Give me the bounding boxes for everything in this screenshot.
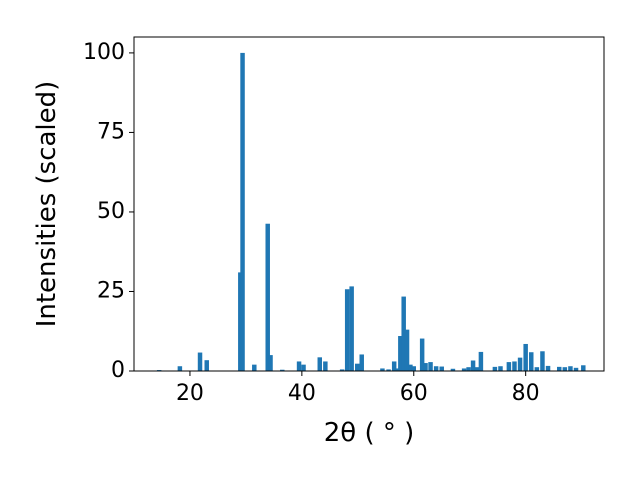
plot-frame <box>133 36 605 372</box>
y-tick-label: 25 <box>97 278 125 303</box>
bar <box>523 343 528 371</box>
bar <box>386 369 391 371</box>
bar <box>450 368 456 371</box>
bar <box>240 52 245 372</box>
bar <box>423 363 428 371</box>
bar <box>197 352 203 371</box>
bar <box>398 336 403 371</box>
bar <box>317 357 322 371</box>
bar <box>419 338 425 371</box>
x-axis-label: 2θ ( ° ) <box>324 418 415 448</box>
bar <box>411 366 416 371</box>
bar <box>265 223 270 371</box>
x-tick-label: 20 <box>176 381 204 406</box>
y-tick-label: 75 <box>97 119 125 144</box>
bar <box>408 364 413 371</box>
x-tick-label: 80 <box>512 381 540 406</box>
bar <box>252 364 257 371</box>
bar <box>204 360 209 371</box>
bar <box>268 355 273 371</box>
y-tick-label: 100 <box>83 40 125 65</box>
bar <box>470 360 476 371</box>
bar <box>349 286 354 371</box>
bar <box>355 363 360 371</box>
bar <box>380 368 385 371</box>
bar <box>529 352 534 371</box>
bar <box>177 366 183 371</box>
bar <box>557 366 562 371</box>
bar <box>568 366 573 371</box>
bar <box>439 366 444 371</box>
bar <box>506 362 512 371</box>
bar <box>512 361 517 371</box>
bar <box>401 296 406 371</box>
bar <box>492 366 498 371</box>
bar <box>517 357 523 371</box>
bar <box>534 367 540 371</box>
bar <box>323 361 328 371</box>
bar <box>545 365 551 371</box>
y-tick-label: 0 <box>111 358 125 383</box>
bar <box>478 351 484 371</box>
bar <box>562 367 568 371</box>
bar <box>344 289 350 371</box>
bar <box>466 367 471 371</box>
bar <box>359 354 364 371</box>
bar <box>498 366 503 371</box>
y-axis-label: Intensities (scaled) <box>32 81 62 328</box>
bar <box>474 367 480 371</box>
bar <box>540 351 545 371</box>
bar <box>433 366 439 371</box>
bar <box>280 369 285 371</box>
y-tick-label: 50 <box>97 199 125 224</box>
bar <box>301 364 306 371</box>
x-tick-label: 60 <box>400 381 428 406</box>
bar <box>573 367 579 371</box>
bar <box>339 369 345 371</box>
bar <box>391 361 397 371</box>
bar <box>428 362 433 371</box>
bar <box>404 329 410 371</box>
x-tick-label: 40 <box>288 381 316 406</box>
bar <box>461 368 467 371</box>
bar <box>581 365 586 371</box>
bar <box>296 361 302 371</box>
